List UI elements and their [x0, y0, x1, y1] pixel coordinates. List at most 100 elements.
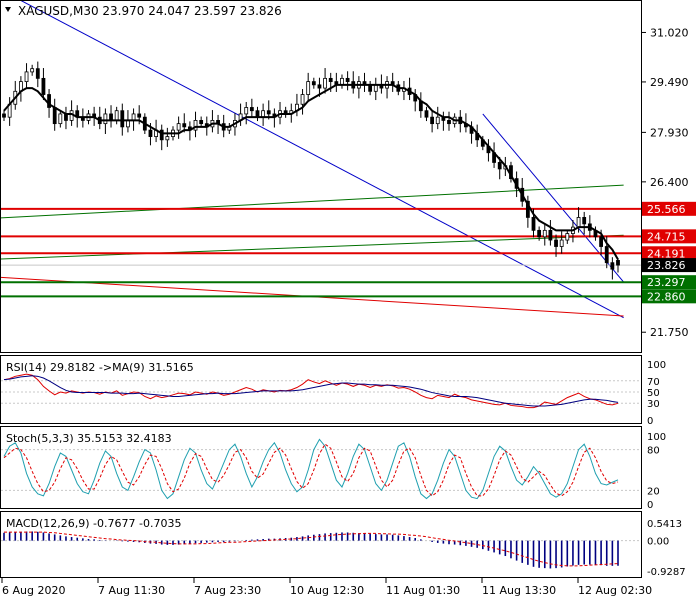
candle-body — [554, 239, 558, 247]
candle-body — [137, 113, 142, 118]
candle-body — [311, 81, 316, 86]
stoch-y-tick-label: 0 — [647, 500, 653, 511]
candle-body — [159, 129, 164, 141]
price-y-tick-label: 29.490 — [650, 76, 689, 89]
candle-body — [610, 262, 615, 270]
level-price-tag[interactable] — [642, 201, 696, 216]
rsi-y-tick-label: 0 — [647, 416, 653, 427]
macd-plot — [1, 531, 641, 569]
x-tick-label: 11 Aug 13:30 — [482, 584, 556, 597]
macd-pane-frame[interactable] — [0, 511, 642, 578]
rsi-header-text: RSI(14) 29.8182 ->MA(9) 31.5165 — [6, 361, 194, 374]
candle-body — [35, 68, 40, 79]
candle-body — [323, 77, 327, 89]
candle-body — [103, 113, 108, 125]
candle-body — [616, 260, 620, 266]
stoch-plot — [1, 438, 641, 500]
level-price-label: 23.297 — [647, 276, 686, 289]
candle-body — [537, 229, 542, 238]
moving-average-line — [3, 83, 619, 260]
candle-body — [604, 246, 609, 264]
candle-body — [576, 217, 581, 228]
stoch-y-tick-label: 80 — [647, 446, 660, 457]
price-plot — [1, 1, 641, 319]
stoch-y-tick-label: 20 — [647, 486, 660, 497]
rsi-y-tick-label: 100 — [647, 360, 666, 371]
price-header-text: XAGUSD,M30 23.970 24.047 23.597 23.826 — [18, 4, 282, 18]
axis-labels: 31.020 29.490 27.930 26.400 21.750 25.566 24.7… — [1, 26, 696, 597]
level-price-tag[interactable] — [642, 258, 696, 273]
price-y-tick-label: 26.400 — [650, 176, 689, 189]
rsi-pane-frame[interactable] — [0, 355, 642, 424]
candle-body — [559, 239, 564, 247]
macd-header-text: MACD(12,26,9) -0.7677 -0.7035 — [6, 517, 181, 530]
candle-body — [317, 84, 322, 89]
trendline — [20, 1, 624, 319]
level-price-tag[interactable] — [642, 289, 696, 304]
candle-body — [266, 110, 271, 115]
price-y-tick-label: 31.020 — [650, 26, 689, 39]
candle-body — [306, 81, 311, 95]
candle-body — [345, 77, 350, 83]
level-price-tag[interactable] — [642, 246, 696, 261]
dropdown-triangle-icon — [5, 7, 11, 12]
trendline — [1, 234, 624, 260]
candle-body — [182, 123, 187, 128]
candle-body — [2, 113, 6, 118]
candle-body — [424, 110, 429, 118]
candle-body — [120, 110, 125, 128]
candle-body — [525, 200, 530, 218]
candle-body — [41, 77, 46, 95]
price-y-tick-label: 21.750 — [650, 326, 689, 339]
candle-body — [582, 217, 587, 225]
candle-body — [249, 107, 254, 112]
level-price-label: 25.566 — [647, 203, 686, 216]
x-tick-label: 12 Aug 02:30 — [578, 584, 652, 597]
candle-body — [542, 229, 547, 238]
level-price-label: 23.826 — [647, 259, 686, 272]
candle-body — [148, 129, 153, 137]
candle-body — [244, 107, 249, 115]
candle-body — [58, 113, 63, 125]
level-price-tag[interactable] — [642, 275, 696, 290]
level-price-label: 24.715 — [647, 230, 686, 243]
candle-body — [52, 107, 57, 125]
rsi-plot — [1, 373, 641, 409]
candle-body — [199, 120, 204, 125]
rsi-y-tick-label: 50 — [647, 388, 660, 399]
macd-y-tick-label: 0.00 — [647, 537, 669, 548]
level-price-tag[interactable] — [642, 229, 696, 244]
candle-body — [430, 116, 435, 125]
price-pane-frame[interactable] — [0, 0, 642, 353]
candle-body — [599, 236, 604, 247]
candle-body — [24, 71, 29, 83]
level-price-label: 22.860 — [647, 290, 686, 303]
candle-body — [548, 229, 553, 241]
x-tick-label: 6 Aug 2020 — [2, 584, 65, 597]
rsi-y-tick-label: 30 — [647, 399, 660, 410]
candle-body — [193, 120, 198, 131]
stoch-main-line — [3, 438, 619, 500]
rsi-y-tick-label: 70 — [647, 377, 660, 388]
macd-y-tick-label: -0.9287 — [647, 567, 686, 578]
rsi-ma-line — [3, 375, 619, 407]
stoch-y-tick-label: 100 — [647, 432, 666, 443]
trendline — [1, 276, 624, 317]
candle-body — [497, 162, 502, 170]
candle-body — [447, 120, 451, 125]
candle-body — [328, 77, 333, 83]
candle-body — [531, 217, 536, 231]
candle-body — [165, 136, 170, 141]
macd-signal-line — [4, 531, 619, 567]
price-header: XAGUSD,M30 23.970 24.047 23.597 23.826 — [5, 4, 282, 18]
x-tick-label: 7 Aug 11:30 — [98, 584, 165, 597]
level-price-label: 24.191 — [647, 247, 686, 260]
trendline — [1, 184, 624, 219]
candle-body — [114, 110, 119, 121]
stoch-signal-line — [3, 443, 619, 497]
candle-body — [565, 233, 570, 241]
x-tick-label: 7 Aug 23:30 — [194, 584, 261, 597]
x-tick-label: 11 Aug 01:30 — [386, 584, 460, 597]
candle-body — [30, 68, 35, 73]
